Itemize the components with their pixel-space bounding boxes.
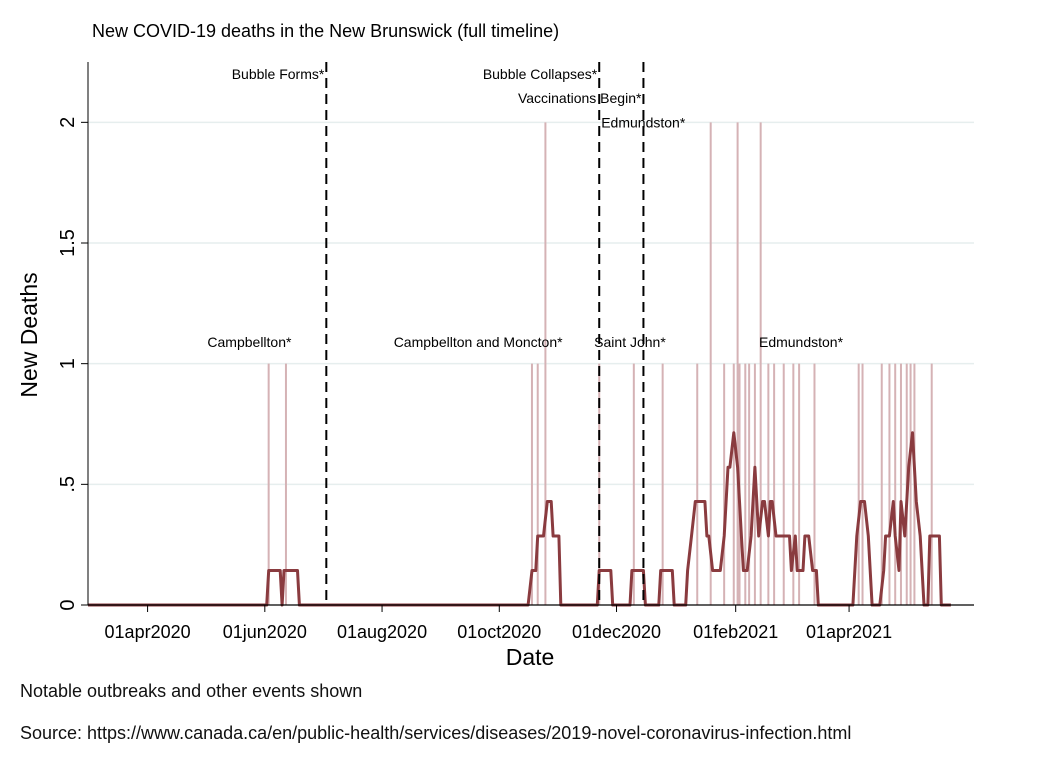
event-annotation: Edmundston* [759, 334, 844, 350]
event-annotation: Edmundston* [601, 114, 686, 130]
x-tick-label: 01jun2020 [223, 622, 307, 642]
event-annotation: Bubble Collapses* [483, 66, 598, 82]
x-axis-label: Date [506, 644, 555, 670]
x-tick-label: 01oct2020 [457, 622, 541, 642]
x-tick-label: 01apr2020 [105, 622, 191, 642]
y-tick-label: 0 [57, 599, 79, 610]
y-axis-label: New Deaths [16, 272, 42, 397]
x-tick-label: 01apr2021 [806, 622, 892, 642]
rolling-average-line [88, 431, 951, 607]
x-tick-label: 01dec2020 [572, 622, 661, 642]
event-lines [325, 62, 645, 605]
event-annotation: Campbellton and Moncton* [394, 334, 563, 350]
event-annotation: Bubble Forms* [232, 66, 325, 82]
source-caption: Source: https://www.canada.ca/en/public-… [20, 723, 852, 743]
y-tick-label: 2 [57, 117, 79, 128]
annotations: Bubble Forms* Bubble Collapses* Vaccinatio… [207, 66, 843, 350]
notes-caption: Notable outbreaks and other events shown [20, 681, 363, 701]
chart-title: New COVID-19 deaths in the New Brunswick… [92, 21, 559, 41]
seven-day-average-line [88, 431, 951, 607]
y-tick-label: .5 [57, 476, 79, 493]
x-tick-label: 01feb2021 [693, 622, 778, 642]
event-annotation: Vaccinations Begin* [518, 90, 642, 106]
y-tick-label: 1 [57, 358, 79, 369]
y-tick-label: 1.5 [57, 229, 79, 257]
x-tick-label: 01aug2020 [337, 622, 427, 642]
event-annotation: Saint John* [594, 334, 666, 350]
axes: 0 .5 1 1.5 2 01apr2020 01jun2020 01aug2020 01oct… [57, 62, 974, 642]
event-annotation: Campbellton* [207, 334, 292, 350]
covid-deaths-chart: 0 .5 1 1.5 2 01apr2020 01jun2020 01aug2020 01oct… [16, 21, 974, 670]
